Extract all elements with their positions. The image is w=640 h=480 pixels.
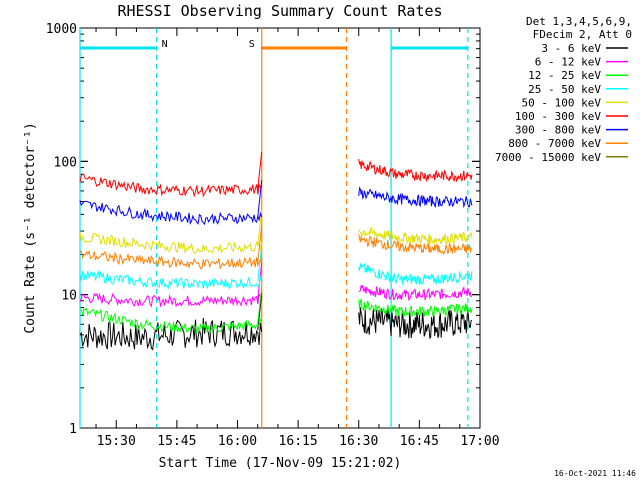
footer-date: 16-Oct-2021 11:46 xyxy=(554,469,636,478)
y-tick-label: 1 xyxy=(69,422,77,437)
y-tick-label: 100 xyxy=(54,155,77,170)
series-line-after-gap-2 xyxy=(358,297,473,318)
plot-frame xyxy=(79,27,481,429)
legend-label-4: 50 - 100 keV xyxy=(522,96,602,109)
legend-label-2: 12 - 25 keV xyxy=(528,69,601,82)
series-line-7 xyxy=(79,249,263,270)
x-tick-label: 16:45 xyxy=(400,434,439,449)
x-tick-label: 15:45 xyxy=(157,434,196,449)
legend-label-1: 6 - 12 keV xyxy=(535,56,602,69)
series-line-after-gap-6 xyxy=(358,186,473,209)
legend-header-line-1: Det 1,3,4,5,6,9, xyxy=(526,15,632,28)
flag-label-1: S xyxy=(249,39,255,50)
series-spike-6 xyxy=(257,180,263,218)
x-tick-label: 16:30 xyxy=(339,434,378,449)
series-spike-0 xyxy=(257,293,263,331)
x-tick-label: 16:15 xyxy=(279,434,318,449)
legend: Det 1,3,4,5,6,9, FDecim 2, Att 0 3 - 6 k… xyxy=(495,15,632,164)
y-tick-label: 1000 xyxy=(46,22,77,37)
y-axis: 1 10 100 1000 xyxy=(46,22,480,437)
series-line-6 xyxy=(79,200,263,226)
flag-label-0: N xyxy=(162,39,168,50)
x-tick-label: 17:00 xyxy=(460,434,499,449)
series-spike-5 xyxy=(257,151,263,190)
series-line-after-gap-4 xyxy=(358,226,473,245)
x-axis: 15:30 15:45 16:00 16:15 16:30 16:45 17:00 xyxy=(95,28,500,449)
series-lines xyxy=(79,151,473,351)
series-line-after-gap-1 xyxy=(358,284,473,302)
chart-title: RHESSI Observing Summary Count Rates xyxy=(117,2,442,20)
series-spike-2 xyxy=(257,287,263,325)
series-spike-7 xyxy=(257,225,263,263)
legend-label-7: 800 - 7000 keV xyxy=(508,137,601,150)
legend-label-5: 100 - 300 keV xyxy=(515,110,601,123)
series-line-5 xyxy=(79,173,263,198)
legend-label-3: 25 - 50 keV xyxy=(528,83,601,96)
series-line-after-gap-7 xyxy=(358,234,473,256)
x-axis-label: Start Time (17-Nov-09 15:21:02) xyxy=(159,456,402,471)
legend-label-0: 3 - 6 keV xyxy=(541,42,601,55)
legend-header-line-2: FDecim 2, Att 0 xyxy=(533,28,632,41)
series-line-after-gap-0 xyxy=(358,307,473,340)
series-line-after-gap-3 xyxy=(358,262,473,285)
series-line-after-gap-5 xyxy=(358,159,473,183)
series-line-0 xyxy=(79,318,263,351)
series-line-3 xyxy=(79,269,263,290)
legend-label-8: 7000 - 15000 keV xyxy=(495,151,601,164)
x-tick-label: 15:30 xyxy=(97,434,136,449)
y-axis-label: Count Rate (s⁻¹ detector⁻¹) xyxy=(23,122,38,333)
y-tick-label: 10 xyxy=(61,289,77,304)
legend-label-6: 300 - 800 keV xyxy=(515,124,601,137)
x-tick-label: 16:00 xyxy=(218,434,257,449)
series-line-1 xyxy=(79,292,263,308)
series-line-2 xyxy=(80,307,263,336)
series-line-4 xyxy=(79,232,263,254)
series-spike-3 xyxy=(257,244,263,282)
